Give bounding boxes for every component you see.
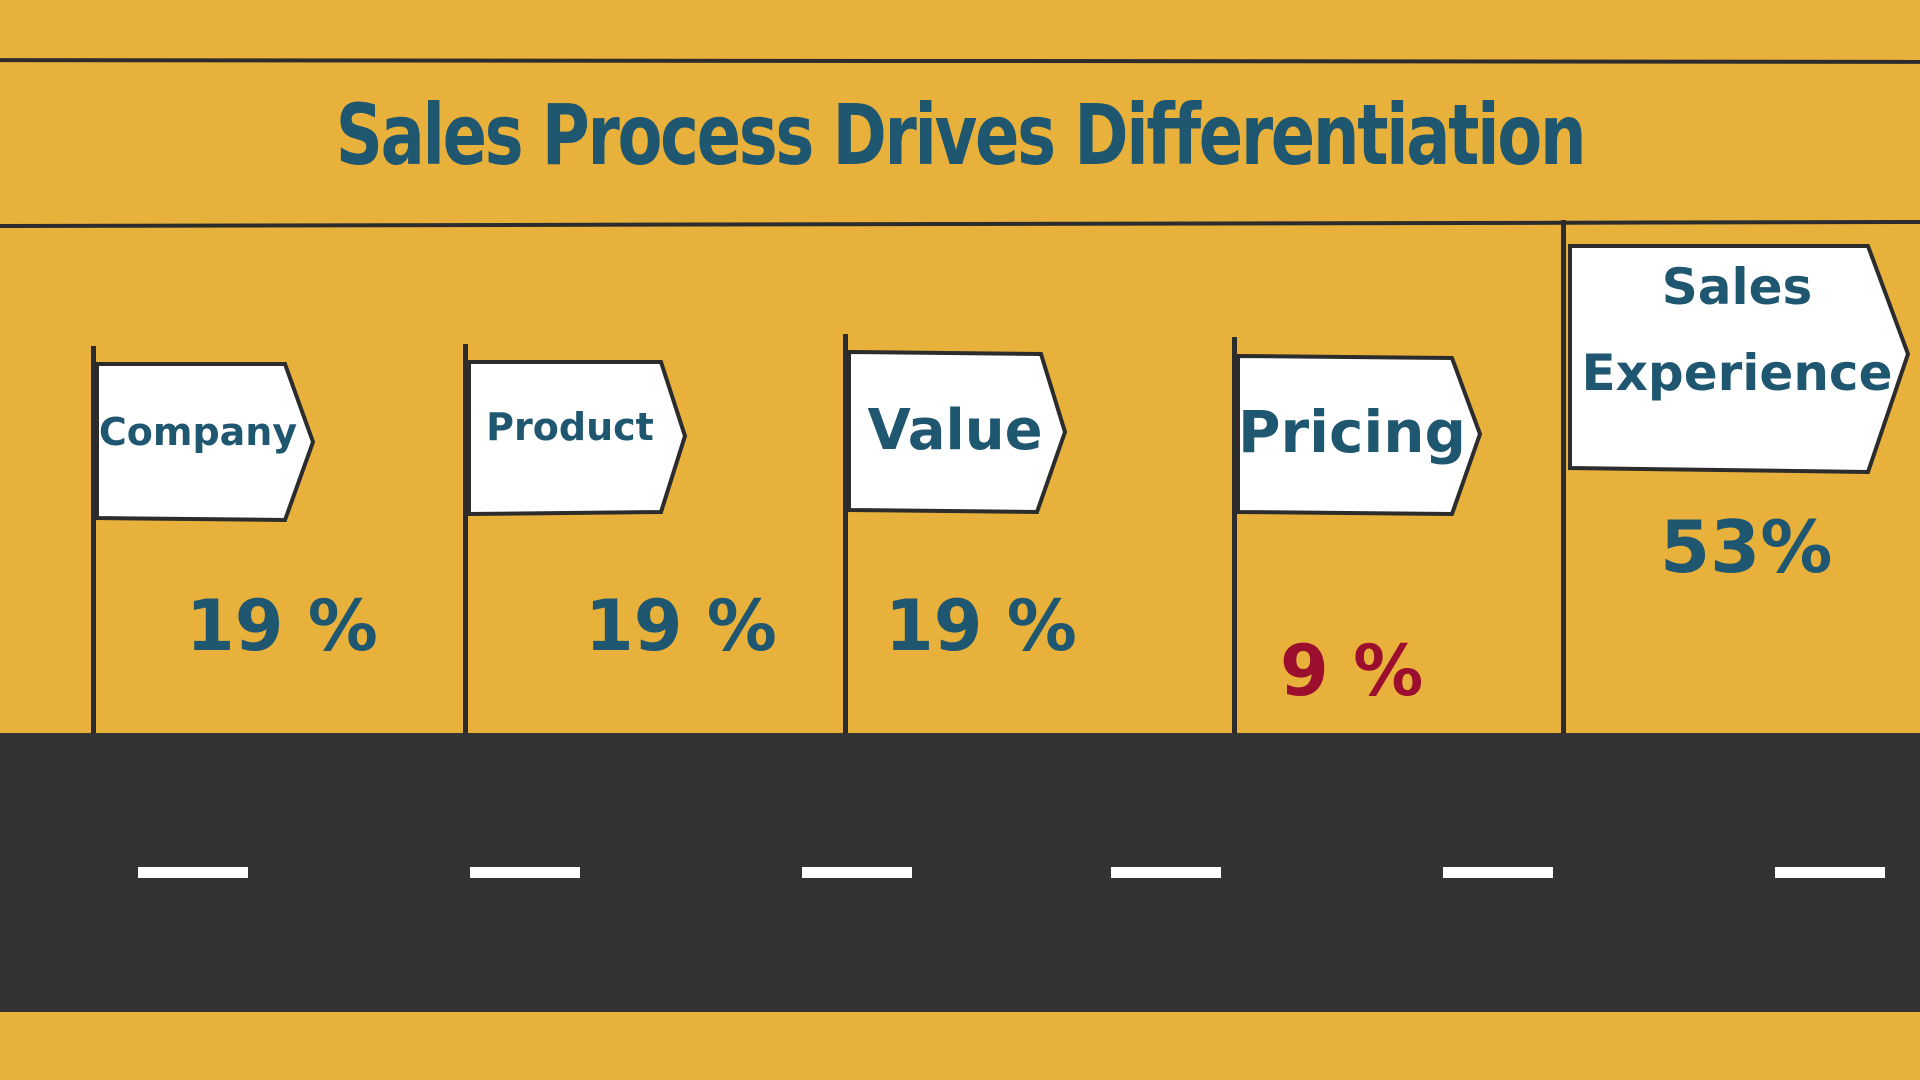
road-dash bbox=[1111, 867, 1221, 878]
pct-product: 19 % bbox=[585, 585, 777, 667]
flag-label-company: Company bbox=[98, 410, 298, 454]
title-top-rule bbox=[0, 58, 1920, 64]
pct-pricing: 9 % bbox=[1280, 630, 1424, 712]
flag-label-value: Value bbox=[867, 398, 1043, 463]
road bbox=[0, 733, 1920, 1012]
pct-sales-experience: 53% bbox=[1660, 505, 1833, 589]
pct-company: 19 % bbox=[186, 585, 378, 667]
flag-label-pricing: Pricing bbox=[1237, 398, 1467, 466]
road-dash bbox=[1775, 867, 1885, 878]
flag-label-product: Product bbox=[486, 405, 654, 449]
flag-banner bbox=[847, 349, 1068, 515]
flag-banner bbox=[95, 362, 316, 523]
road-dash bbox=[1443, 867, 1553, 878]
flag-label-sales: Sales bbox=[1661, 258, 1813, 316]
page-title: Sales Process Drives Differentiation bbox=[335, 86, 1587, 184]
flag-pole bbox=[91, 346, 96, 733]
flag-banner bbox=[1568, 244, 1911, 475]
pct-value: 19 % bbox=[885, 585, 1077, 667]
flag-banner bbox=[1236, 353, 1483, 517]
flag-pole bbox=[463, 344, 468, 733]
section-divider bbox=[1561, 220, 1566, 735]
flag-banner bbox=[467, 360, 688, 517]
road-dash bbox=[470, 867, 580, 878]
flag-pole bbox=[1232, 337, 1237, 733]
road-dash bbox=[138, 867, 248, 878]
flag-pole bbox=[843, 334, 848, 733]
title-bottom-rule bbox=[0, 219, 1920, 229]
road-dash bbox=[802, 867, 912, 878]
flag-label-experience: Experience bbox=[1581, 344, 1893, 402]
